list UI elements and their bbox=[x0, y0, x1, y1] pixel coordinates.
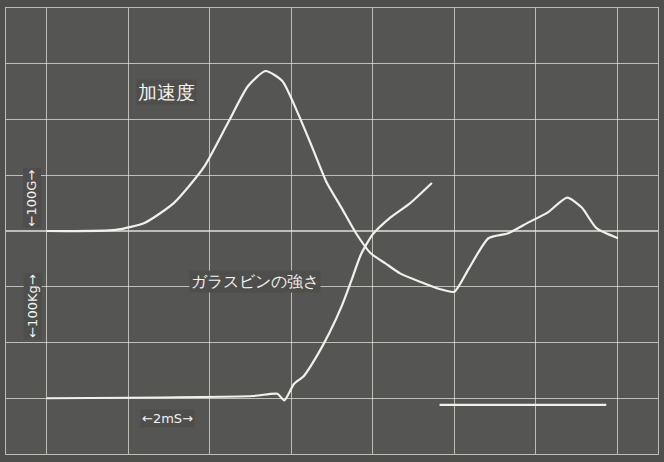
svg-text:ガラスビンの強さ: ガラスビンの強さ bbox=[191, 272, 319, 291]
svg-text:←100G→: ←100G→ bbox=[24, 170, 39, 227]
svg-text:加速度: 加速度 bbox=[138, 81, 195, 103]
svg-text:←2mS→: ←2mS→ bbox=[142, 411, 193, 426]
svg-text:←100Kg→: ←100Kg→ bbox=[25, 274, 40, 337]
